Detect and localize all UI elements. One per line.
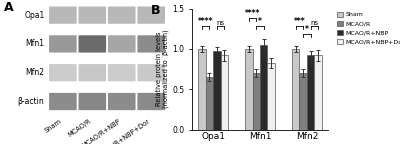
Text: ****: **** (198, 17, 214, 26)
Bar (307, 55, 314, 130)
FancyBboxPatch shape (78, 35, 106, 53)
Text: Mfn1: Mfn1 (26, 39, 44, 48)
Bar (245, 49, 252, 130)
FancyBboxPatch shape (49, 64, 77, 81)
Text: β-actin: β-actin (18, 97, 44, 106)
Bar (299, 73, 307, 130)
Text: ns: ns (216, 20, 225, 26)
Text: B: B (151, 4, 161, 17)
Bar (314, 55, 322, 130)
Bar (198, 49, 206, 130)
Text: Opa1: Opa1 (24, 11, 44, 20)
FancyBboxPatch shape (138, 64, 165, 81)
FancyBboxPatch shape (108, 93, 136, 110)
FancyBboxPatch shape (108, 35, 136, 53)
FancyBboxPatch shape (49, 93, 77, 110)
Text: A: A (4, 1, 14, 14)
FancyBboxPatch shape (108, 64, 136, 81)
Text: ***: *** (294, 17, 305, 26)
Bar (213, 51, 221, 130)
Bar (252, 73, 260, 130)
Legend: Sham, MCAO/R, MCAO/R+NBP, MCAO/R+NBP+Dor: Sham, MCAO/R, MCAO/R+NBP, MCAO/R+NBP+Dor (337, 12, 400, 44)
Bar (221, 55, 228, 130)
FancyBboxPatch shape (138, 35, 165, 53)
Bar (206, 77, 213, 130)
Bar (260, 45, 268, 130)
Text: Sham: Sham (44, 118, 63, 134)
Y-axis label: Relative protein levels
(normalized to  β-actin): Relative protein levels (normalized to β… (156, 30, 170, 108)
Text: ****: **** (245, 8, 260, 18)
Bar (268, 63, 275, 130)
Text: MCAO/R+NBP: MCAO/R+NBP (81, 118, 122, 144)
FancyBboxPatch shape (138, 93, 165, 110)
FancyBboxPatch shape (108, 6, 136, 24)
FancyBboxPatch shape (78, 64, 106, 81)
Text: Mfn2: Mfn2 (26, 68, 44, 77)
Bar (292, 49, 299, 130)
FancyBboxPatch shape (78, 93, 106, 110)
Text: *: * (305, 25, 309, 34)
Text: ns: ns (310, 20, 318, 26)
Text: MCAO/R: MCAO/R (67, 118, 92, 138)
FancyBboxPatch shape (78, 6, 106, 24)
Text: *: * (258, 17, 262, 26)
FancyBboxPatch shape (49, 6, 77, 24)
Text: MCAO/R+NBP+Dor: MCAO/R+NBP+Dor (96, 118, 151, 144)
FancyBboxPatch shape (138, 6, 165, 24)
FancyBboxPatch shape (49, 35, 77, 53)
